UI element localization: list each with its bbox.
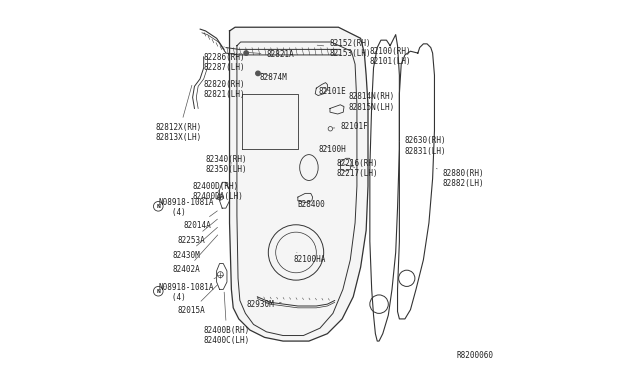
Text: 82820(RH)
82821(LH): 82820(RH) 82821(LH) (204, 80, 245, 99)
Text: 82100HA: 82100HA (293, 253, 326, 264)
Text: 82821A: 82821A (249, 51, 294, 60)
Text: 82400B(RH)
82400C(LH): 82400B(RH) 82400C(LH) (204, 292, 250, 345)
Text: N08918-1081A
   (4): N08918-1081A (4) (158, 198, 218, 217)
Circle shape (244, 51, 248, 55)
Text: 82286(RH)
82287(LH): 82286(RH) 82287(LH) (204, 46, 245, 72)
Text: 82100H: 82100H (318, 145, 346, 154)
Text: 82430M: 82430M (172, 227, 218, 260)
Text: 82814N(RH)
82815N(LH): 82814N(RH) 82815N(LH) (343, 92, 395, 112)
Text: 82253A: 82253A (178, 219, 218, 245)
Text: 82880(RH)
82882(LH): 82880(RH) 82882(LH) (436, 169, 484, 188)
Text: 82015A: 82015A (178, 285, 218, 315)
Text: 82101E: 82101E (318, 87, 346, 96)
Polygon shape (230, 27, 368, 341)
Text: 82630(RH)
82831(LH): 82630(RH) 82831(LH) (399, 137, 447, 156)
Circle shape (256, 71, 260, 76)
Text: 82100(RH)
82101(LH): 82100(RH) 82101(LH) (364, 47, 412, 67)
Text: 82216(RH)
82217(LH): 82216(RH) 82217(LH) (337, 158, 378, 178)
Text: N: N (156, 289, 160, 294)
Text: 82400D(RH)
82400DA(LH): 82400D(RH) 82400DA(LH) (193, 182, 243, 201)
Text: 82402A: 82402A (172, 235, 218, 274)
Text: 82874M: 82874M (259, 73, 287, 81)
Text: 82101F: 82101F (333, 122, 368, 131)
Text: N08918-1081A
   (4): N08918-1081A (4) (158, 278, 216, 302)
Text: 82340(RH)
82350(LH): 82340(RH) 82350(LH) (205, 155, 247, 174)
Text: N: N (156, 204, 160, 209)
Text: 82152(RH)
82153(LH): 82152(RH) 82153(LH) (317, 39, 371, 58)
Text: B28400: B28400 (298, 200, 326, 209)
Text: 82930M: 82930M (246, 300, 281, 310)
Text: 82014A: 82014A (184, 211, 218, 230)
Text: R8200060: R8200060 (456, 350, 493, 359)
Text: 82812X(RH)
82813X(LH): 82812X(RH) 82813X(LH) (156, 85, 202, 142)
